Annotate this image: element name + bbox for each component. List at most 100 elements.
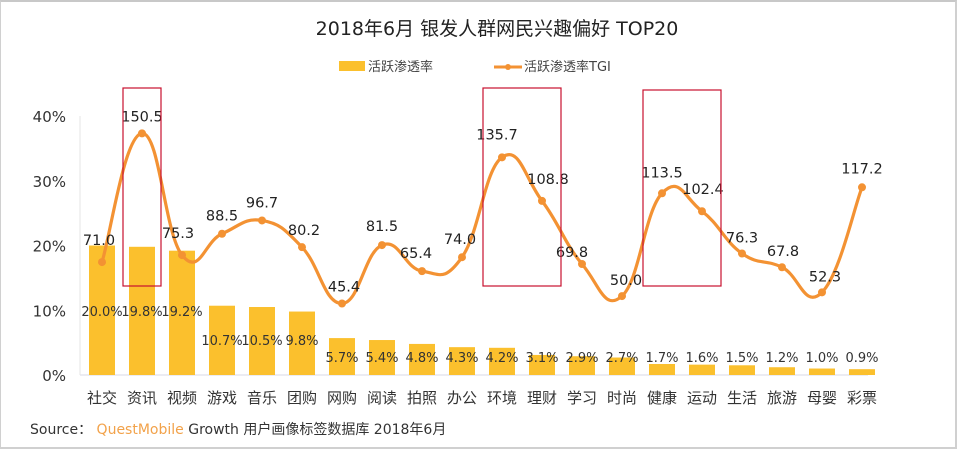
x-tick-label: 运动 <box>687 389 717 407</box>
bar-data-label: 1.6% <box>685 351 718 366</box>
legend-line-marker <box>505 64 511 70</box>
x-tick-label: 团购 <box>287 389 317 407</box>
legend-line-label: 活跃渗透率TGI <box>524 59 611 75</box>
bar <box>489 347 515 375</box>
bar <box>169 250 195 375</box>
bar <box>289 311 315 375</box>
tgi-point <box>458 253 466 262</box>
chart-title: 2018年6月 银发人群网民兴趣偏好 TOP20 <box>316 18 679 40</box>
tgi-data-label: 71.0 <box>83 233 115 249</box>
x-tick-label: 网购 <box>327 389 357 407</box>
source-brand: QuestMobile <box>96 422 184 438</box>
tgi-point <box>578 260 586 269</box>
highlight-boxes <box>122 87 722 287</box>
tgi-point <box>818 288 826 297</box>
highlight-box <box>642 89 722 287</box>
y-axis: 0% 10% 20% 30% 40% <box>33 108 66 385</box>
bar-data-label: 4.8% <box>405 351 438 366</box>
tgi-data-label: 75.3 <box>162 226 194 242</box>
tgi-data-label: 76.3 <box>726 230 758 246</box>
source-prefix: Source： <box>30 422 93 438</box>
bar-data-label: 4.2% <box>485 351 518 366</box>
bar-data-label: 2.7% <box>605 351 638 366</box>
bar-data-label: 19.8% <box>121 305 162 320</box>
tgi-data-label: 65.4 <box>400 246 432 262</box>
x-tick-label: 彩票 <box>847 389 877 407</box>
bar <box>249 307 275 375</box>
tgi-point <box>538 196 546 205</box>
x-tick-label: 学习 <box>567 389 597 407</box>
bar <box>369 340 395 375</box>
bar-data-label: 1.5% <box>725 351 758 366</box>
bar <box>849 369 875 375</box>
bar-labels: 20.0%19.8%19.2% 10.7%10.5% 9.8% 5.7% 5.4% 4.8… <box>81 305 878 366</box>
highlight-box <box>122 87 162 287</box>
y-tick-label: 20% <box>33 238 66 256</box>
tgi-point <box>418 267 426 276</box>
line-series <box>98 129 866 308</box>
tgi-point <box>658 189 666 198</box>
bar <box>689 364 715 375</box>
y-tick-label: 10% <box>33 302 66 320</box>
bar-data-label: 1.0% <box>805 351 838 366</box>
tgi-point <box>98 258 106 267</box>
bar-data-label: 10.7% <box>201 334 242 349</box>
bar <box>809 368 835 375</box>
bar-data-label: 1.2% <box>765 351 798 366</box>
bar <box>409 343 435 375</box>
x-tick-label: 视频 <box>167 389 197 407</box>
bar <box>329 338 355 375</box>
y-tick-label: 40% <box>33 108 66 126</box>
tgi-data-label: 96.7 <box>246 195 278 211</box>
tgi-data-label: 102.4 <box>682 182 724 198</box>
bar <box>449 347 475 375</box>
x-tick-label: 健康 <box>647 389 677 407</box>
legend-bar-swatch <box>339 61 365 71</box>
bar-data-label: 9.8% <box>285 334 318 349</box>
bar-data-label: 1.7% <box>645 351 678 366</box>
x-tick-label: 母婴 <box>807 389 837 407</box>
x-tick-label: 拍照 <box>407 389 437 407</box>
x-tick-label: 生活 <box>727 389 757 407</box>
legend: 活跃渗透率 活跃渗透率TGI <box>339 59 611 75</box>
bar-data-label: 19.2% <box>161 305 202 320</box>
x-tick-label: 资讯 <box>127 389 157 407</box>
x-tick-label: 游戏 <box>207 389 237 407</box>
bar <box>129 246 155 375</box>
x-tick-label: 时尚 <box>607 389 637 407</box>
tgi-point <box>338 299 346 308</box>
line-labels: 71.0 150.5 75.3 88.5 96.7 80.2 45.4 81.565.4 74.… <box>83 109 883 295</box>
tgi-data-label: 50.0 <box>610 273 642 289</box>
bar <box>89 245 115 375</box>
tgi-point <box>858 183 866 192</box>
tgi-data-label: 52.3 <box>809 269 841 285</box>
bar-data-label: 3.1% <box>525 351 558 366</box>
source-note: Source： QuestMobile Growth 用户画像标签数据库 201… <box>30 419 446 439</box>
x-tick-label: 办公 <box>447 389 477 407</box>
y-tick-label: 0% <box>42 367 66 385</box>
tgi-point <box>378 241 386 250</box>
highlight-box <box>482 87 562 287</box>
x-axis-ticks: 社交 资讯 视频 游戏 音乐 团购 网购 阅读 拍照 办公 环境 理财 学习 时尚 健康 运动 生活 旅游 母婴 彩票 <box>87 389 877 407</box>
x-tick-label: 环境 <box>487 389 517 407</box>
x-tick-label: 音乐 <box>247 389 277 407</box>
bar <box>649 363 675 375</box>
bar <box>729 365 755 375</box>
bar-data-label: 0.9% <box>845 351 878 366</box>
tgi-point <box>618 292 626 301</box>
bar <box>529 354 555 375</box>
tgi-point <box>738 249 746 258</box>
tgi-data-label: 113.5 <box>641 165 683 181</box>
tgi-point <box>138 129 146 138</box>
source-text: Growth 用户画像标签数据库 2018年6月 <box>188 422 447 438</box>
bar-data-label: 5.4% <box>365 351 398 366</box>
tgi-data-label: 80.2 <box>288 223 320 239</box>
bar <box>209 305 235 375</box>
tgi-point <box>258 216 266 225</box>
tgi-data-label: 150.5 <box>121 109 163 125</box>
tgi-point <box>778 263 786 272</box>
tgi-data-label: 135.7 <box>476 127 518 143</box>
bar-data-label: 20.0% <box>81 305 122 320</box>
